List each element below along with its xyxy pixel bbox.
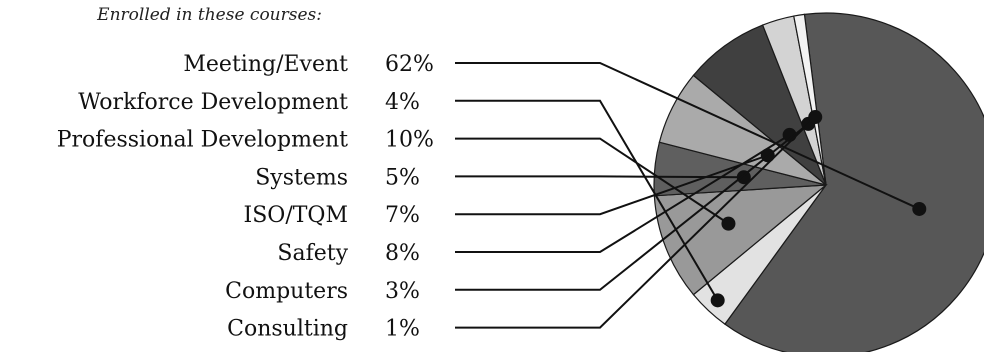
pie-slice-consulting bbox=[793, 13, 827, 186]
leader-line-safety bbox=[455, 134, 791, 253]
leader-line-workforce-development bbox=[455, 99, 719, 301]
leader-line-systems bbox=[455, 175, 744, 179]
pie-slice-meeting-event bbox=[724, 12, 984, 352]
leader-dot-professional-development bbox=[721, 216, 736, 231]
leader-line-iso-tqm bbox=[455, 154, 769, 216]
value-label-consulting: 1% bbox=[385, 317, 420, 342]
category-label-iso-tqm: ISO/TQM bbox=[244, 203, 348, 228]
value-label-professional-development: 10% bbox=[385, 128, 434, 153]
leader-line-computers bbox=[455, 123, 809, 291]
leader-dot-workforce-development bbox=[710, 293, 725, 308]
leader-line-meeting-event bbox=[455, 62, 920, 210]
pie-slices bbox=[653, 12, 984, 352]
value-label-workforce-development: 4% bbox=[385, 90, 420, 115]
category-label-professional-development: Professional Development bbox=[57, 128, 348, 153]
value-label-safety: 8% bbox=[385, 241, 420, 266]
slice-labels: Meeting/Event 62% Workforce Development 4% P… bbox=[57, 52, 434, 342]
value-label-systems: 5% bbox=[385, 165, 420, 190]
leader-dot-consulting bbox=[808, 110, 823, 125]
leader-dot-meeting-event bbox=[912, 201, 927, 216]
leader-line-consulting bbox=[455, 116, 816, 329]
category-label-safety: Safety bbox=[277, 241, 348, 266]
leader-line-professional-development bbox=[455, 137, 730, 225]
category-label-systems: Systems bbox=[255, 165, 348, 190]
category-label-meeting-event: Meeting/Event bbox=[183, 52, 348, 77]
category-label-consulting: Consulting bbox=[227, 317, 348, 342]
value-label-iso-tqm: 7% bbox=[385, 203, 420, 228]
leader-lines bbox=[455, 62, 927, 329]
value-label-computers: 3% bbox=[385, 279, 420, 304]
leader-dot-systems bbox=[736, 170, 751, 185]
value-label-meeting-event: 62% bbox=[385, 52, 434, 77]
category-label-computers: Computers bbox=[225, 279, 348, 304]
category-label-workforce-development: Workforce Development bbox=[78, 90, 348, 115]
chart-subtitle: Enrolled in these courses: bbox=[96, 5, 322, 25]
